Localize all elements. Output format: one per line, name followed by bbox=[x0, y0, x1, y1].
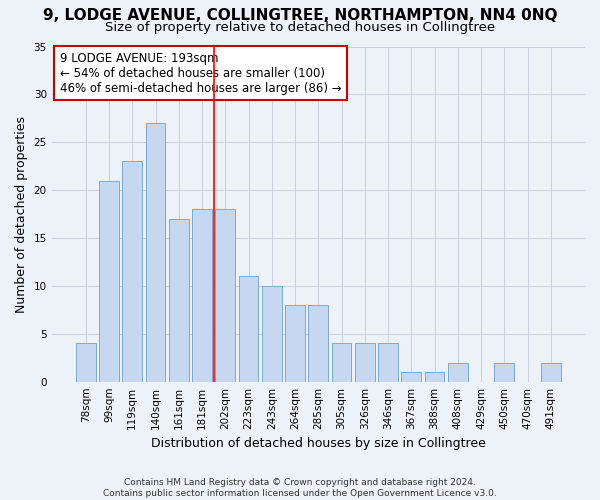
Bar bbox=[76, 344, 95, 382]
Bar bbox=[355, 344, 375, 382]
Bar bbox=[215, 210, 235, 382]
Bar bbox=[146, 123, 166, 382]
Text: 9, LODGE AVENUE, COLLINGTREE, NORTHAMPTON, NN4 0NQ: 9, LODGE AVENUE, COLLINGTREE, NORTHAMPTO… bbox=[43, 8, 557, 22]
Bar bbox=[192, 210, 212, 382]
Bar bbox=[541, 362, 561, 382]
Y-axis label: Number of detached properties: Number of detached properties bbox=[15, 116, 28, 312]
Text: 9 LODGE AVENUE: 193sqm
← 54% of detached houses are smaller (100)
46% of semi-de: 9 LODGE AVENUE: 193sqm ← 54% of detached… bbox=[59, 52, 341, 94]
Bar bbox=[99, 180, 119, 382]
Bar bbox=[425, 372, 445, 382]
Text: Contains HM Land Registry data © Crown copyright and database right 2024.
Contai: Contains HM Land Registry data © Crown c… bbox=[103, 478, 497, 498]
Bar bbox=[239, 276, 259, 382]
Bar bbox=[169, 219, 188, 382]
Bar bbox=[122, 162, 142, 382]
Bar bbox=[308, 305, 328, 382]
Bar bbox=[494, 362, 514, 382]
Text: Size of property relative to detached houses in Collingtree: Size of property relative to detached ho… bbox=[105, 21, 495, 34]
Bar bbox=[285, 305, 305, 382]
Bar bbox=[332, 344, 352, 382]
Bar bbox=[262, 286, 282, 382]
X-axis label: Distribution of detached houses by size in Collingtree: Distribution of detached houses by size … bbox=[151, 437, 486, 450]
Bar bbox=[378, 344, 398, 382]
Bar bbox=[401, 372, 421, 382]
Bar bbox=[448, 362, 468, 382]
